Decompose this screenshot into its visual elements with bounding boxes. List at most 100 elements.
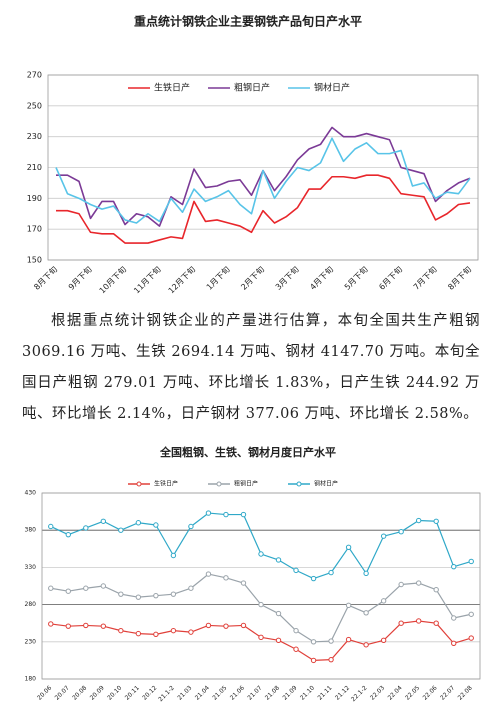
- data-point: [100, 623, 107, 629]
- data-point: [345, 636, 352, 643]
- data-point: [223, 575, 229, 581]
- x-tick-label: 21.08: [264, 684, 281, 701]
- data-point: [65, 531, 71, 538]
- data-point: [135, 630, 142, 637]
- y-tick-label: 280: [25, 601, 37, 608]
- x-tick-label: 22.07: [439, 684, 456, 701]
- data-point: [205, 622, 212, 629]
- data-point: [415, 580, 422, 586]
- data-point: [363, 610, 369, 616]
- data-point: [293, 646, 299, 652]
- y-tick-label: 270: [27, 71, 42, 80]
- data-point: [118, 527, 124, 533]
- data-point: [275, 610, 282, 617]
- series-line: [50, 512, 472, 580]
- y-tick-label: 250: [27, 101, 42, 110]
- data-point: [188, 629, 194, 635]
- data-point: [433, 620, 439, 626]
- data-point: [380, 598, 387, 604]
- x-tick-label: 20.11: [124, 684, 141, 701]
- y-tick-label: 330: [25, 564, 37, 571]
- data-point: [258, 601, 264, 608]
- x-tick-label: 3月下旬: [273, 264, 301, 292]
- data-point: [153, 592, 159, 599]
- x-tick-label: 21.11: [316, 684, 333, 701]
- data-point: [48, 523, 54, 530]
- series-line: [50, 573, 472, 643]
- x-tick-label: 20.10: [106, 684, 123, 701]
- data-point: [118, 627, 124, 634]
- x-tick-label: 21.09: [281, 684, 298, 701]
- x-tick-label: 20.06: [36, 684, 53, 701]
- data-point: [83, 585, 89, 591]
- x-tick-label: 21.12: [334, 684, 351, 701]
- data-point: [433, 518, 439, 524]
- x-tick-label: 4月下旬: [308, 264, 336, 292]
- x-tick-label: 21.10: [299, 684, 316, 701]
- data-point: [135, 520, 142, 526]
- data-point: [65, 588, 71, 594]
- x-tick-label: 20.12: [141, 684, 158, 701]
- data-point: [451, 640, 457, 646]
- data-point: [293, 567, 299, 574]
- x-tick-label: 20.09: [89, 684, 106, 701]
- x-tick-label: 1月下旬: [204, 264, 232, 292]
- x-tick-label: 22.06: [422, 684, 439, 701]
- data-point: [415, 517, 422, 524]
- data-point: [170, 627, 177, 634]
- y-tick-label: 380: [25, 527, 37, 534]
- data-point: [468, 558, 474, 565]
- x-tick-label: 22.03: [369, 684, 386, 701]
- x-tick-label: 22.08: [457, 684, 474, 701]
- data-point: [83, 622, 89, 629]
- x-tick-label: 10月下旬: [97, 264, 128, 295]
- legend-marker: [296, 481, 302, 487]
- plot-frame: [41, 492, 481, 680]
- data-point: [293, 627, 299, 634]
- x-tick-label: 6月下旬: [377, 264, 405, 292]
- data-point: [275, 557, 282, 563]
- x-tick-label: 5月下旬: [342, 264, 370, 292]
- data-point: [328, 569, 334, 576]
- data-point: [328, 656, 334, 663]
- y-tick-label: 190: [27, 194, 42, 203]
- data-point: [363, 570, 369, 577]
- y-tick-label: 210: [27, 163, 42, 172]
- data-point: [345, 544, 352, 551]
- x-tick-label: 21.05: [211, 684, 228, 701]
- legend-label: 钢材日产: [314, 480, 338, 488]
- legend-label: 粗钢日产: [234, 480, 258, 488]
- legend-marker: [136, 481, 142, 487]
- data-point: [170, 552, 177, 559]
- x-tick-label: 21.07: [246, 684, 263, 701]
- data-point: [310, 639, 317, 645]
- y-tick-label: 150: [27, 256, 42, 265]
- data-point: [65, 623, 71, 629]
- data-point: [258, 634, 264, 641]
- data-point: [205, 571, 212, 577]
- data-point: [380, 533, 387, 539]
- data-point: [100, 518, 107, 524]
- data-point: [240, 622, 247, 629]
- legend-marker: [216, 481, 222, 487]
- data-point: [170, 591, 177, 597]
- x-tick-label: 21.04: [194, 684, 211, 701]
- x-tick-label: 8月下旬: [446, 264, 474, 292]
- data-point: [310, 575, 317, 582]
- chart-title: 重点统计钢铁企业主要钢铁产品旬日产水平: [134, 14, 362, 29]
- y-tick-label: 180: [25, 676, 37, 683]
- series-line: [50, 620, 472, 661]
- data-point: [380, 637, 387, 644]
- data-point: [48, 585, 54, 591]
- x-tick-label: 20.08: [71, 684, 88, 701]
- legend-label: 生铁日产: [154, 480, 178, 488]
- data-point: [363, 642, 369, 648]
- series-line: [56, 174, 471, 244]
- x-tick-label: 7月下旬: [411, 264, 439, 292]
- data-point: [83, 525, 89, 531]
- x-tick-label: 2月下旬: [239, 264, 267, 292]
- x-tick-label: 22.05: [404, 684, 421, 701]
- data-point: [258, 551, 264, 557]
